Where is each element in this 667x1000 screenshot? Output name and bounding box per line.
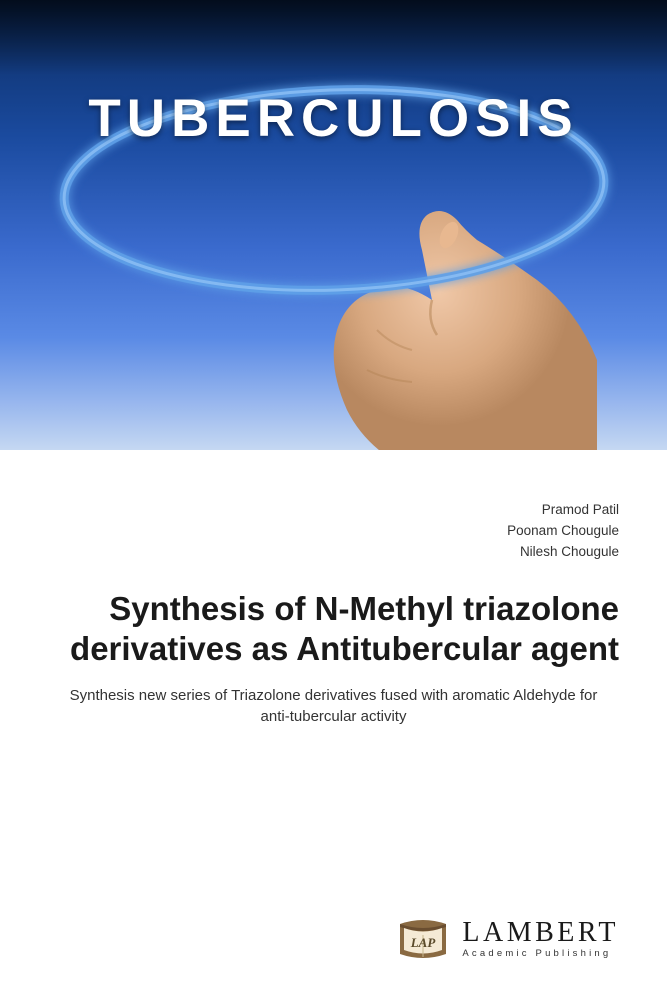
author-2: Poonam Chougule bbox=[48, 521, 619, 542]
publisher-subtitle: Academic Publishing bbox=[462, 949, 619, 959]
publisher-text-block: LAMBERT Academic Publishing bbox=[462, 919, 619, 959]
author-1: Pramod Patil bbox=[48, 500, 619, 521]
book-title: Synthesis of N-Methyl triazolone derivat… bbox=[48, 589, 619, 670]
cover-image-region: TUBERCULOSIS bbox=[0, 0, 667, 450]
logo-text: LAP bbox=[410, 935, 437, 950]
publisher-logo-icon: LAP bbox=[394, 910, 452, 968]
cover-headline: TUBERCULOSIS bbox=[88, 88, 578, 149]
author-list: Pramod Patil Poonam Chougule Nilesh Chou… bbox=[48, 500, 619, 563]
book-subtitle: Synthesis new series of Triazolone deriv… bbox=[48, 685, 619, 727]
publisher-name: LAMBERT bbox=[462, 919, 619, 947]
publisher-block: LAP LAMBERT Academic Publishing bbox=[394, 910, 619, 968]
author-3: Nilesh Chougule bbox=[48, 542, 619, 563]
